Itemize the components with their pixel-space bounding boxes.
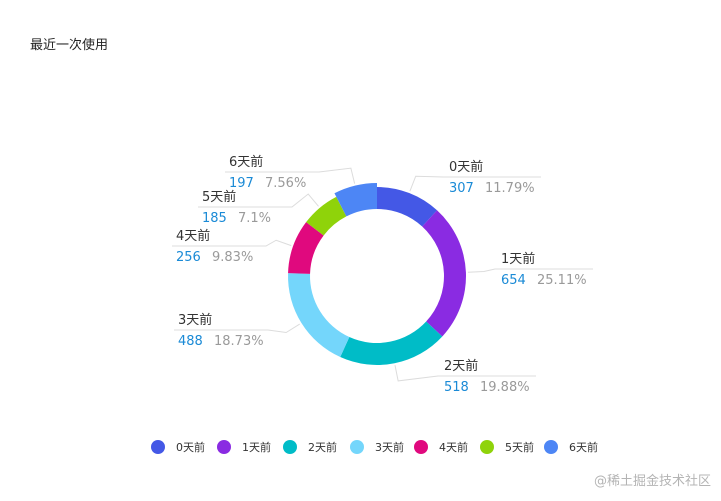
- slice-label-percent-5: 7.1%: [238, 211, 271, 226]
- slice-label-percent-0: 11.79%: [485, 181, 535, 196]
- legend-item-4[interactable]: 4天前: [414, 440, 468, 454]
- slice-label-percent-6: 7.56%: [265, 176, 306, 191]
- legend-label-6: 6天前: [569, 440, 598, 454]
- legend-item-0[interactable]: 0天前: [151, 440, 205, 454]
- legend-label-1: 1天前: [242, 440, 271, 454]
- leader-line-6: [225, 167, 356, 184]
- chart-legend: 0天前 1天前 2天前 3天前 4天前 5天前 6天前: [151, 440, 598, 454]
- legend-item-5[interactable]: 5天前: [480, 440, 534, 454]
- slice-label-percent-1: 25.11%: [537, 273, 587, 288]
- legend-marker-0: [151, 440, 165, 454]
- leader-line-3: [174, 323, 300, 334]
- legend-marker-3: [350, 440, 364, 454]
- slice-label-name-4: 4天前: [176, 228, 210, 244]
- slice-label-value-0: 307: [449, 181, 474, 196]
- slice-label-value-1: 654: [501, 273, 526, 288]
- legend-label-2: 2天前: [308, 440, 337, 454]
- slice-label-value-3: 488: [178, 334, 203, 349]
- leader-line-2: [394, 365, 536, 382]
- slice-label-percent-2: 19.88%: [480, 380, 530, 395]
- slice-label-value-5: 185: [202, 211, 227, 226]
- legend-item-2[interactable]: 2天前: [283, 440, 337, 454]
- legend-item-6[interactable]: 6天前: [544, 440, 598, 454]
- leader-line-5: [198, 193, 319, 208]
- slice-label-name-1: 1天前: [501, 251, 535, 267]
- slice-label-value-6: 197: [229, 176, 254, 191]
- slice-label-value-4: 256: [176, 250, 201, 265]
- legend-marker-5: [480, 440, 494, 454]
- slice-label-percent-4: 9.83%: [212, 250, 253, 265]
- donut-slice-4[interactable]: [288, 222, 324, 274]
- donut-slices: [288, 183, 466, 365]
- slice-label-value-2: 518: [444, 380, 469, 395]
- legend-marker-1: [217, 440, 231, 454]
- slice-label-name-2: 2天前: [444, 358, 478, 374]
- slice-label-name-5: 5天前: [202, 189, 236, 205]
- legend-item-3[interactable]: 3天前: [350, 440, 404, 454]
- watermark: @稀土掘金技术社区: [593, 474, 711, 489]
- legend-label-0: 0天前: [176, 440, 205, 454]
- donut-slice-1[interactable]: [422, 210, 466, 337]
- slice-label-name-6: 6天前: [229, 154, 263, 170]
- legend-label-4: 4天前: [439, 440, 468, 454]
- legend-marker-4: [414, 440, 428, 454]
- legend-marker-2: [283, 440, 297, 454]
- slice-label-name-0: 0天前: [449, 159, 483, 175]
- slice-label-percent-3: 18.73%: [214, 334, 264, 349]
- leader-line-4: [172, 239, 292, 247]
- donut-slice-6[interactable]: [334, 183, 377, 217]
- leader-line-1: [467, 268, 593, 273]
- legend-item-1[interactable]: 1天前: [217, 440, 271, 454]
- donut-slice-0[interactable]: [377, 187, 438, 227]
- legend-label-3: 3天前: [375, 440, 404, 454]
- donut-slice-2[interactable]: [340, 321, 443, 365]
- leader-line-0: [409, 175, 541, 192]
- donut-slice-3[interactable]: [288, 273, 350, 358]
- slice-label-name-3: 3天前: [178, 312, 212, 328]
- slice-labels: 0天前 307 11.79% 1天前 654 25.11% 2天前 518 19.88% 3天前 4…: [172, 154, 593, 395]
- legend-marker-6: [544, 440, 558, 454]
- chart-title: 最近一次使用: [30, 38, 109, 53]
- legend-label-5: 5天前: [505, 440, 534, 454]
- donut-slice-5[interactable]: [306, 196, 347, 236]
